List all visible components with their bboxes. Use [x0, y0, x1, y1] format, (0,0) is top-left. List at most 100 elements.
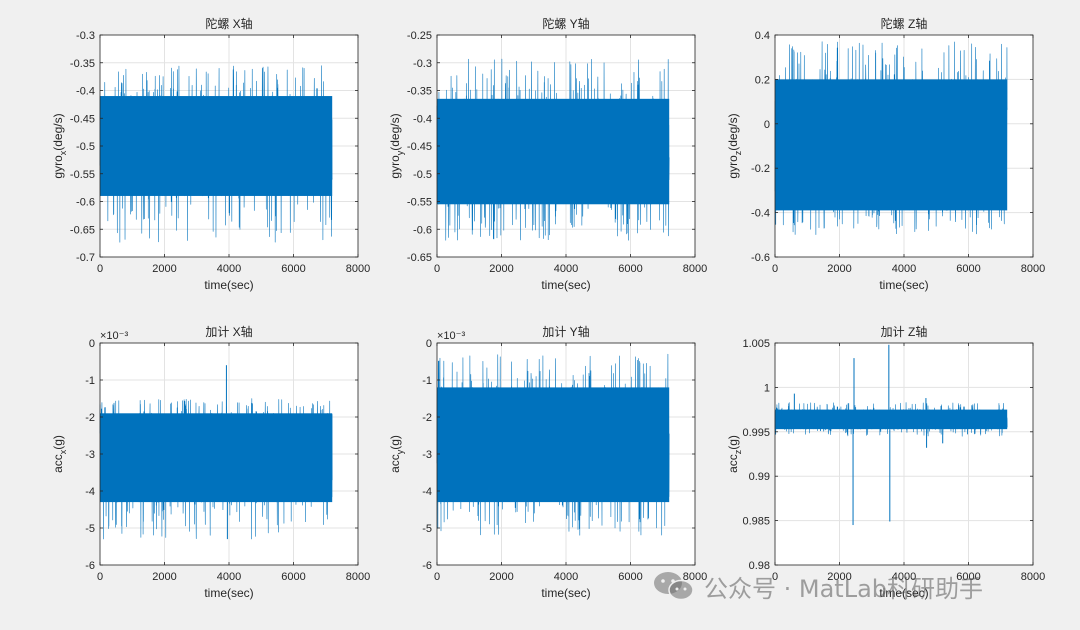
x-axis-label: time(sec) [879, 586, 928, 600]
subplot-title: 加计 X轴 [205, 324, 252, 339]
x-tick-label: 2000 [152, 571, 176, 583]
x-tick-label: 4000 [217, 263, 241, 275]
y-tick-label: -0.55 [407, 197, 432, 209]
series-band-gyro_x [100, 96, 333, 196]
y-tick-label: 0.99 [749, 471, 770, 483]
y-axis-label-main: acc [51, 454, 65, 473]
x-tick-label: 2000 [827, 263, 851, 275]
x-tick-label: 6000 [281, 263, 305, 275]
x-tick-label: 0 [772, 571, 778, 583]
y-axis-label-suffix: (g) [51, 435, 65, 450]
x-axis-label: time(sec) [879, 278, 928, 292]
y-tick-label: -2 [85, 412, 95, 424]
y-axis-label-suffix: (deg/s) [388, 113, 402, 150]
y-tick-label: -6 [422, 560, 432, 572]
x-tick-label: 8000 [1021, 263, 1045, 275]
subplot-1: 0 2000 4000 6000 8000 -0.7 -0.65 -0.6 -0.55 -0.5 -… [51, 16, 370, 292]
subplot-title: 陀螺 X轴 [205, 16, 252, 31]
y-axis-label-main: acc [388, 454, 402, 473]
x-tick-label: 4000 [217, 571, 241, 583]
x-tick-label: 4000 [554, 263, 578, 275]
y-axis-label-sub: x [58, 150, 68, 155]
y-axis-label-sub: y [395, 150, 405, 155]
y-tick-label: -0.5 [76, 141, 95, 153]
y-tick-label: -0.55 [70, 169, 95, 181]
y-axis-label-main: acc [726, 454, 740, 473]
y-tick-label: 0 [426, 338, 432, 350]
x-tick-label: 2000 [152, 263, 176, 275]
y-tick-label: -5 [85, 523, 95, 535]
subplot-title: 加计 Y轴 [542, 324, 589, 339]
y-tick-label: 0.2 [755, 74, 770, 86]
x-axis-label: time(sec) [541, 278, 590, 292]
subplot-title: 陀螺 Z轴 [881, 16, 928, 31]
x-tick-label: 8000 [346, 571, 370, 583]
subplot-title: 陀螺 Y轴 [542, 16, 589, 31]
y-tick-label: -5 [422, 523, 432, 535]
watermark: 公众号 · MatLab科研助手 [652, 568, 983, 604]
y-axis-label: accx(g) [51, 435, 68, 473]
y-tick-label: -3 [422, 449, 432, 461]
y-axis-label: gyroy(deg/s) [388, 113, 405, 178]
y-tick-label: -0.5 [413, 169, 432, 181]
x-tick-label: 0 [772, 263, 778, 275]
subplot-4: 0 2000 4000 6000 8000 -6 -5 -4 -3 -2 -1 0 ×10⁻³ 加计 X轴… [51, 324, 370, 600]
y-tick-label: 0 [89, 338, 95, 350]
x-tick-label: 0 [434, 263, 440, 275]
x-tick-label: 2000 [827, 571, 851, 583]
y-tick-label: 0.995 [742, 427, 770, 439]
series-band-gyro_y [437, 98, 670, 205]
x-tick-label: 2000 [489, 571, 513, 583]
x-tick-label: 6000 [618, 263, 642, 275]
y-axis-label-sub: x [58, 449, 68, 454]
y-axis-label-suffix: (g) [726, 435, 740, 450]
y-tick-label: -0.4 [751, 208, 770, 220]
wechat-icon [654, 572, 694, 601]
subplot-6: 0 2000 4000 6000 8000 0.98 0.985 0.99 0.995 1 1.00… [726, 324, 1045, 600]
watermark-text: 公众号 · MatLab科研助手 [704, 574, 984, 603]
y-tick-label: -0.3 [76, 30, 95, 42]
series-band-acc_z [775, 409, 1008, 430]
y-axis-label: accz(g) [726, 435, 743, 473]
y-axis-label-main: gyro [388, 155, 402, 179]
y-tick-label: -0.35 [407, 86, 432, 98]
y-axis-label-suffix: (g) [388, 435, 402, 450]
y-tick-label: -0.45 [407, 141, 432, 153]
series-band-acc_y [437, 387, 670, 503]
y-tick-label: -6 [85, 560, 95, 572]
y-tick-label: -0.65 [70, 224, 95, 236]
series-band-gyro_z [775, 79, 1008, 211]
y-tick-label: -0.25 [407, 30, 432, 42]
x-tick-label: 6000 [618, 571, 642, 583]
x-tick-label: 0 [97, 263, 103, 275]
subplot-3: 0 2000 4000 6000 8000 -0.6 -0.4 -0.2 0 0.2 0.4 陀螺 Z… [726, 16, 1045, 292]
y-axis-label-sub: z [733, 150, 743, 155]
y-tick-label: -0.7 [76, 252, 95, 264]
x-tick-label: 6000 [956, 571, 980, 583]
x-axis-label: time(sec) [204, 586, 253, 600]
y-exponent-label: ×10⁻³ [100, 330, 128, 342]
x-axis-label: time(sec) [541, 586, 590, 600]
x-tick-label: 4000 [554, 571, 578, 583]
y-tick-label: -0.6 [76, 197, 95, 209]
y-axis-label: gyrox(deg/s) [51, 113, 68, 178]
y-tick-label: -1 [422, 375, 432, 387]
x-tick-label: 6000 [281, 571, 305, 583]
y-tick-label: -1 [85, 375, 95, 387]
y-axis-label-sub: z [733, 449, 743, 454]
x-axis-label: time(sec) [204, 278, 253, 292]
subplot-title: 加计 Z轴 [881, 324, 928, 339]
y-axis-label: accy(g) [388, 435, 405, 473]
y-axis-label-sub: y [395, 449, 405, 454]
x-tick-label: 4000 [892, 571, 916, 583]
y-tick-label: -0.3 [413, 58, 432, 70]
y-tick-label: 0.985 [742, 516, 770, 528]
y-tick-label: -0.4 [413, 113, 432, 125]
y-tick-label: -0.6 [751, 252, 770, 264]
x-tick-label: 8000 [683, 571, 707, 583]
y-tick-label: -0.6 [413, 224, 432, 236]
y-tick-label: -4 [422, 486, 432, 498]
x-tick-label: 6000 [956, 263, 980, 275]
y-tick-label: -2 [422, 412, 432, 424]
